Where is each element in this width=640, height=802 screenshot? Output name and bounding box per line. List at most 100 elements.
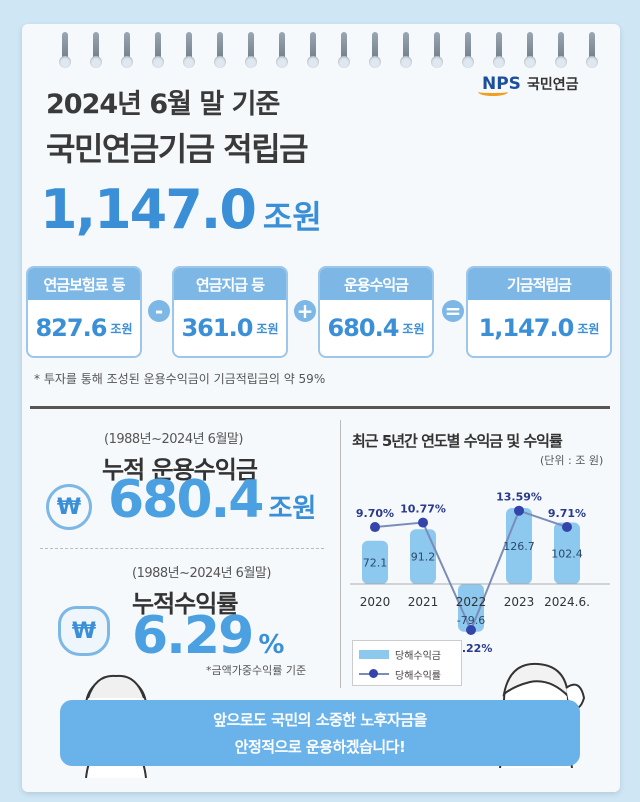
card-value: 827.6 조원 bbox=[28, 300, 140, 356]
rate-point bbox=[466, 625, 476, 635]
money-bag-icon: ₩ bbox=[58, 606, 110, 656]
ring bbox=[183, 32, 195, 68]
legend-label: 당해수익률 bbox=[395, 670, 441, 682]
bar-value-label: 102.4 bbox=[551, 547, 583, 560]
bar-value-label: -79.6 bbox=[457, 614, 485, 627]
card-number: 1,147.0 bbox=[478, 314, 575, 342]
bar-value-label: 126.7 bbox=[503, 540, 535, 553]
date-line: 2024년 6월 말 기준 bbox=[46, 89, 280, 120]
rate-label: 10.77% bbox=[400, 503, 446, 516]
bar bbox=[554, 522, 580, 584]
rate-point bbox=[418, 517, 428, 528]
x-tick-label: 2021 bbox=[408, 595, 439, 609]
bar bbox=[362, 540, 388, 584]
ring bbox=[245, 32, 257, 68]
income-value: 680.4 bbox=[108, 470, 264, 530]
return-stat: 6.29 % bbox=[132, 606, 284, 666]
rate-point bbox=[370, 522, 380, 533]
total-value: 1,147.0 bbox=[40, 178, 257, 241]
card-number: 680.4 bbox=[327, 314, 399, 342]
minus-operator: - bbox=[148, 300, 170, 322]
bar-value-label: 91.2 bbox=[411, 551, 436, 564]
won-glyph: ₩ bbox=[71, 618, 97, 644]
card-payments: 연금지급 등 361.0 조원 bbox=[172, 266, 288, 358]
x-tick-label: 2020 bbox=[360, 595, 391, 609]
x-tick-label: 2022 bbox=[456, 595, 487, 609]
x-tick-label: 2023 bbox=[504, 595, 535, 609]
card-value: 1,147.0 조원 bbox=[468, 300, 610, 356]
banner-line-2: 안정적으로 운용하겠습니다! bbox=[234, 738, 406, 756]
binder-rings bbox=[59, 32, 622, 72]
card-unit: 조원 bbox=[110, 321, 133, 336]
card-investment-income: 운용수익금 680.4 조원 bbox=[318, 266, 434, 358]
bar bbox=[458, 584, 484, 632]
rate-point bbox=[562, 522, 572, 533]
chart-title: 최근 5년간 연도별 수익금 및 수익률 bbox=[352, 432, 563, 450]
equals-operator: = bbox=[442, 300, 464, 322]
card-value: 361.0 조원 bbox=[174, 300, 286, 356]
won-glyph: ₩ bbox=[56, 494, 82, 520]
annual-returns-chart: 9.70% 10.77%-8.22%13.59%9.71%72.1 91.2-79.… bbox=[350, 491, 610, 655]
return-value: 6.29 bbox=[132, 606, 254, 666]
ring bbox=[276, 32, 288, 68]
card-label: 연금지급 등 bbox=[174, 268, 286, 300]
equation-note: * 투자를 통해 조성된 운용수익금이 기금적립금의 약 59% bbox=[34, 372, 326, 386]
column-divider bbox=[340, 420, 341, 688]
rate-label: 9.70% bbox=[356, 507, 394, 520]
ring bbox=[59, 32, 71, 68]
plus-operator: + bbox=[294, 300, 316, 322]
won-coin-icon: ₩ bbox=[46, 484, 92, 530]
closing-banner: 앞으로도 국민의 소중한 노후자금을 안정적으로 운용하겠습니다! bbox=[60, 700, 580, 766]
page-title: 국민연금기금 적립금 bbox=[46, 130, 309, 168]
legend-item-income: 당해수익금 bbox=[353, 644, 461, 664]
ring bbox=[586, 32, 598, 68]
legend-label: 당해수익금 bbox=[395, 650, 441, 662]
ring bbox=[338, 32, 350, 68]
card-fund-reserve: 기금적립금 1,147.0 조원 bbox=[466, 266, 612, 358]
income-label: 누적 운용수익금 bbox=[102, 456, 258, 484]
ring bbox=[493, 32, 505, 68]
ring bbox=[431, 32, 443, 68]
card-unit: 조원 bbox=[256, 321, 279, 336]
total-amount: 1,147.0 조원 bbox=[40, 178, 322, 241]
income-stat: 680.4 조원 bbox=[108, 470, 316, 530]
rate-label: 9.71% bbox=[548, 507, 586, 520]
card-value: 680.4 조원 bbox=[320, 300, 432, 356]
ring bbox=[555, 32, 567, 68]
card-label: 운용수익금 bbox=[320, 268, 432, 300]
rate-point bbox=[514, 505, 524, 516]
income-period: (1988년~2024년 6월말) bbox=[104, 432, 243, 447]
legend-item-rate: 당해수익률 bbox=[353, 664, 461, 684]
return-note: *금액가중수익률 기준 bbox=[206, 664, 307, 677]
section-divider bbox=[30, 406, 610, 409]
banner-line-1: 앞으로도 국민의 소중한 노후자금을 bbox=[213, 711, 427, 729]
bar-value-label: 72.1 bbox=[363, 556, 388, 569]
nps-logo: NPS 국민연금 bbox=[478, 74, 579, 96]
ring bbox=[90, 32, 102, 68]
ring bbox=[369, 32, 381, 68]
ring bbox=[214, 32, 226, 68]
logo-name-text: 국민연금 bbox=[526, 77, 579, 93]
income-unit: 조원 bbox=[268, 494, 317, 524]
card-number: 827.6 bbox=[35, 314, 107, 342]
return-unit: % bbox=[258, 630, 285, 660]
total-unit: 조원 bbox=[262, 198, 322, 236]
rate-label: 13.59% bbox=[496, 491, 542, 504]
x-tick-label: 2024.6. bbox=[544, 595, 590, 609]
card-unit: 조원 bbox=[402, 321, 425, 336]
return-label: 누적수익률 bbox=[132, 590, 238, 618]
logo-swoosh-icon bbox=[478, 88, 508, 96]
ring bbox=[121, 32, 133, 68]
card-number: 361.0 bbox=[181, 314, 253, 342]
legend-bar-swatch bbox=[359, 649, 389, 659]
ring bbox=[400, 32, 412, 68]
chart-unit: (단위 : 조 원) bbox=[540, 454, 604, 467]
card-label: 연금보험료 등 bbox=[28, 268, 140, 300]
chart-legend: 당해수익금 당해수익률 bbox=[352, 640, 462, 686]
ring bbox=[462, 32, 474, 68]
legend-line-swatch bbox=[359, 669, 389, 679]
stat-divider bbox=[40, 548, 324, 549]
ring bbox=[524, 32, 536, 68]
card-label: 기금적립금 bbox=[468, 268, 610, 300]
return-period: (1988년~2024년 6월말) bbox=[132, 566, 271, 581]
